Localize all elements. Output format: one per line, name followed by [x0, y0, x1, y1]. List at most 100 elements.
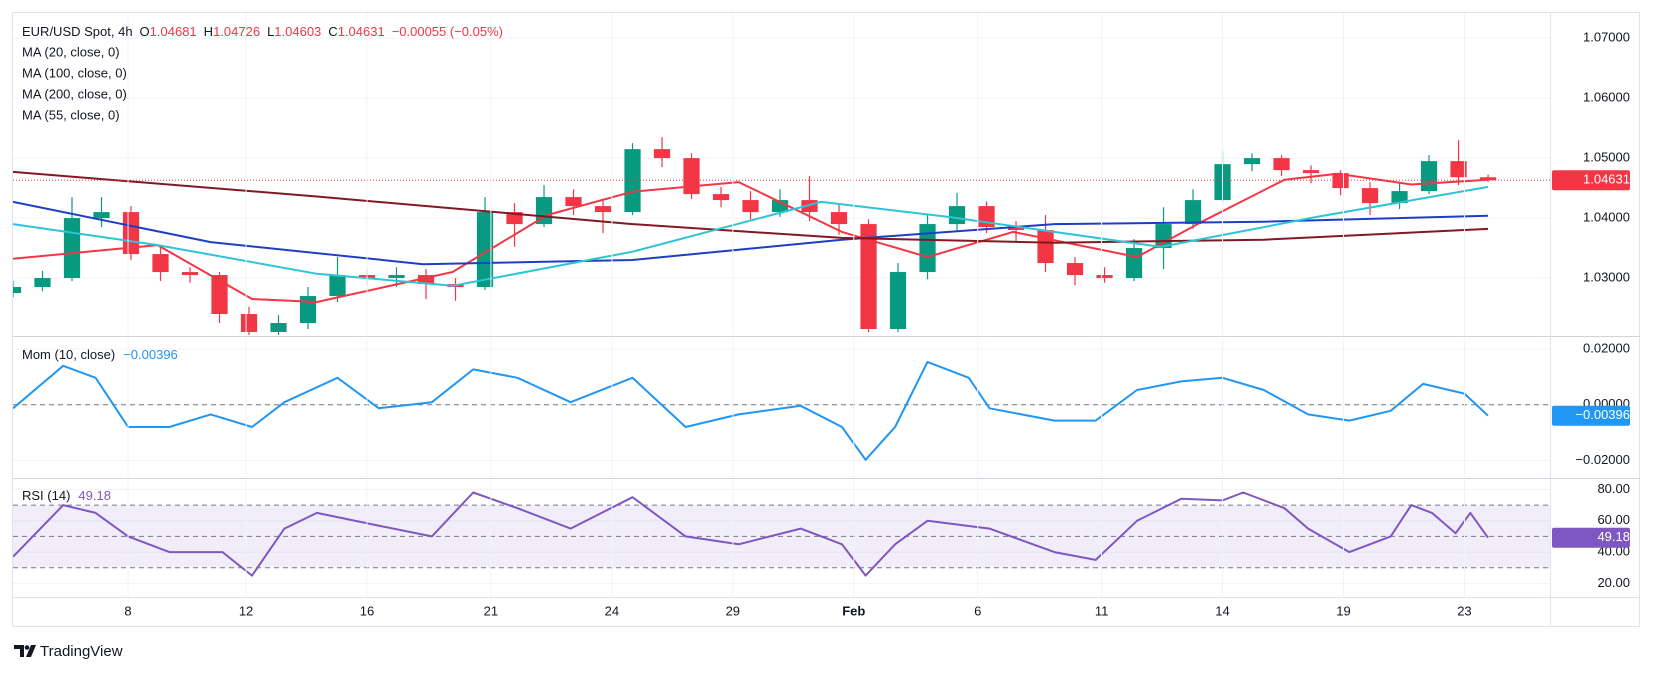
y-tick-label: 1.06000 — [1583, 90, 1630, 105]
candle-body — [211, 275, 228, 315]
x-tick-label: 21 — [484, 603, 498, 618]
indicator-title: RSI (14) 49.18 — [22, 488, 111, 503]
brand-name: TradingView — [40, 643, 123, 660]
y-tick-label: −0.02000 — [1575, 452, 1630, 467]
ohlc-value: 1.04631 — [338, 24, 385, 39]
candle-body — [181, 272, 199, 276]
y-tick-label: 1.03000 — [1583, 269, 1630, 284]
last-value-tag — [1552, 527, 1630, 548]
y-tick-label: 1.05000 — [1583, 150, 1630, 165]
candle-body — [1420, 161, 1438, 192]
rsi-value: 49.18 — [78, 488, 111, 503]
y-tick-label: 1.07000 — [1583, 30, 1630, 45]
candle-body — [1037, 230, 1054, 264]
x-tick-label: 24 — [605, 603, 619, 618]
x-tick-label: 11 — [1095, 603, 1109, 618]
candle-body — [1450, 161, 1467, 178]
ohlc-label: O — [140, 24, 150, 39]
last-value-tag — [1552, 405, 1630, 426]
x-tick-label: 23 — [1457, 603, 1471, 618]
candle-body — [801, 200, 818, 213]
candle-body — [1273, 158, 1290, 171]
candle-body — [152, 254, 169, 273]
mom-value: −0.00396 — [123, 347, 178, 362]
candle-body — [653, 149, 671, 159]
x-tick-label: 6 — [974, 603, 981, 618]
candle-body — [889, 272, 907, 330]
y-tick-label: 0.02000 — [1583, 341, 1630, 356]
candle-body — [13, 287, 22, 294]
candle-body — [93, 212, 110, 219]
candle-body — [771, 200, 789, 213]
candle-body — [270, 323, 287, 333]
pane — [13, 348, 1550, 461]
frame — [12, 12, 1640, 627]
candle-body — [742, 200, 759, 213]
candle-body — [476, 212, 494, 288]
candle-body — [565, 197, 582, 207]
rsi-title: RSI (14) — [22, 488, 70, 503]
legend-entry: MA (200, close, 0) — [22, 86, 127, 101]
last-value-label: −0.00396 — [1575, 407, 1630, 422]
ohlc-value: 1.04681 — [150, 24, 197, 39]
series-line — [13, 172, 1489, 303]
candle-body — [594, 206, 612, 213]
candle-body — [1184, 200, 1202, 225]
ohlc-value: 1.04603 — [274, 24, 321, 39]
x-tick-label: 19 — [1336, 603, 1350, 618]
change: −0.00055 (−0.05%) — [392, 24, 503, 39]
legend-entry: MA (55, close, 0) — [22, 107, 120, 122]
x-tick-label: 8 — [124, 603, 131, 618]
label-layer: EUR/USD Spot, 4h O1.04681 H1.04726 L1.04603… — [14, 24, 503, 660]
last-price-label: 1.04631 — [1583, 172, 1630, 187]
legend-entry: MA (20, close, 0) — [22, 44, 120, 59]
candle-body — [299, 296, 317, 324]
y-tick-label: 20.00 — [1597, 575, 1630, 590]
y-tick-label: 1.04000 — [1583, 210, 1630, 225]
ohlc-label: H — [204, 24, 213, 39]
candle-body — [1066, 263, 1084, 276]
last-value-label: 49.18 — [1597, 529, 1630, 544]
ohlc-value: 1.04726 — [213, 24, 260, 39]
header: EUR/USD Spot, 4h O1.04681 H1.04726 L1.04603… — [22, 24, 503, 39]
indicator-title: Mom (10, close) −0.00396 — [22, 347, 178, 362]
candle-body — [860, 224, 877, 330]
candle-body — [34, 278, 51, 288]
series-line — [13, 185, 1489, 287]
ohlc-label: C — [328, 24, 337, 39]
brand-logo-dot — [24, 645, 30, 650]
candle-body — [948, 206, 966, 225]
last-price-tag — [1552, 170, 1630, 191]
candle-body — [1125, 248, 1143, 279]
candle-body — [388, 275, 405, 279]
x-tick-label: 14 — [1215, 603, 1229, 618]
x-tick-label: 16 — [360, 603, 374, 618]
candle-body — [712, 194, 730, 201]
brand: TradingView — [14, 643, 123, 660]
candle-body — [122, 212, 140, 255]
candle-body — [624, 149, 641, 213]
candle-body — [683, 158, 700, 195]
candle-body — [1332, 173, 1349, 189]
candle-body — [1243, 158, 1261, 165]
candle-body — [63, 218, 81, 279]
candle-body — [1391, 191, 1408, 204]
ohlc-label: L — [267, 24, 274, 39]
candle-body — [1479, 177, 1497, 181]
candle-body — [329, 275, 346, 297]
candle-body — [1361, 188, 1379, 204]
x-tick-label: 29 — [726, 603, 740, 618]
candle-body — [417, 275, 435, 285]
candle-body — [830, 212, 848, 225]
y-tick-label: 80.00 — [1597, 481, 1630, 496]
x-tick-label: Feb — [842, 603, 865, 618]
series-line — [13, 360, 1489, 461]
candle-body — [1007, 227, 1025, 231]
x-tick-label: 12 — [239, 603, 253, 618]
series-line — [13, 170, 1489, 244]
symbol: EUR/USD Spot, 4h — [22, 24, 133, 39]
plot-layer: 1.03000 1.04000 1.05000 1.06000 1.07000 MA (2… — [13, 13, 1630, 618]
candle-body — [240, 314, 258, 333]
level-band — [13, 505, 1550, 568]
